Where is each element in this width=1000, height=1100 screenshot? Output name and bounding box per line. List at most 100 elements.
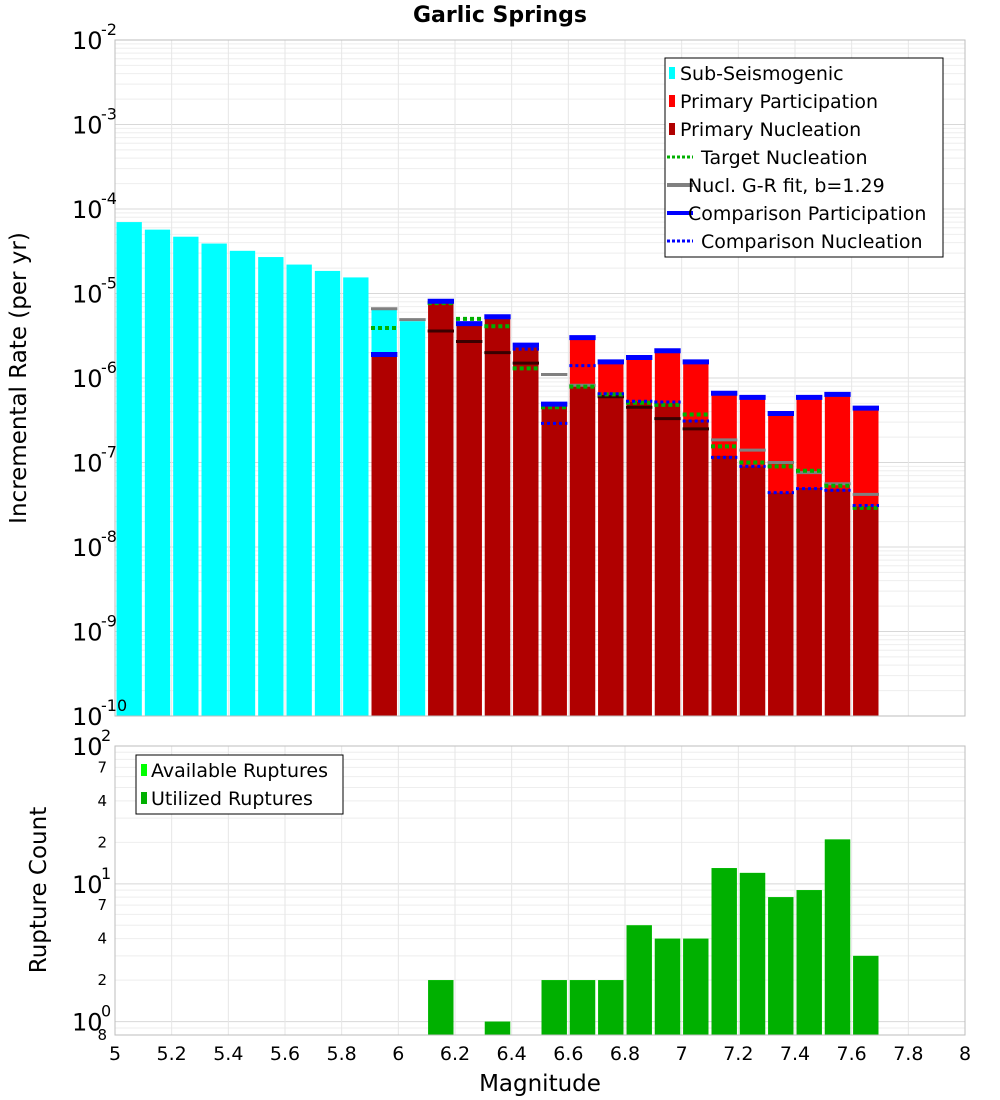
count-y-tick-label: 10 (72, 1009, 103, 1037)
x-axis-label: Magnitude (479, 1071, 601, 1097)
utilized-ruptures-bar (654, 938, 681, 1035)
count-y-minor-tick-label: 4 (97, 930, 107, 948)
rate-legend-entry: Primary Participation (669, 91, 878, 113)
x-tick-label: 5.4 (213, 1043, 243, 1065)
utilized-ruptures-bar (626, 925, 652, 1035)
rate-legend-entry: Nucl. G-R fit, b=1.29 (667, 175, 885, 197)
x-tick-label: 5.6 (270, 1043, 300, 1065)
count-y-minor-tick-label: 2 (97, 971, 107, 989)
utilized-ruptures-bar (569, 980, 596, 1035)
x-tick-label: 5.8 (327, 1043, 357, 1065)
x-tick-label: 5 (109, 1043, 121, 1065)
primary-nucleation-bar (654, 403, 681, 716)
rate-legend-box (664, 57, 944, 258)
rate-legend-entry: Primary Nucleation (669, 119, 861, 141)
rate-y-tick-exponent: -8 (101, 527, 117, 546)
utilized-ruptures-bar (683, 938, 709, 1035)
count-y-minor-tick-label: 7 (97, 896, 107, 914)
primary-nucleation-bar (683, 419, 709, 716)
legend-swatch-icon (669, 67, 675, 79)
x-tick-label: 6.8 (610, 1043, 640, 1065)
primary-nucleation-bar (626, 401, 652, 716)
legend-swatch-icon (141, 792, 147, 804)
x-tick-label: 6 (392, 1043, 404, 1065)
x-tick-label: 7.4 (780, 1043, 810, 1065)
x-tick-labels: 5 5.2 5.4 5.6 5.8 6 6.2 6.4 6.6 6.8 7 7.2 7.4 7.6 7.8 8 (109, 1043, 971, 1065)
utilized-ruptures-bar (711, 868, 737, 1035)
primary-nucleation-bar (768, 492, 794, 716)
utilized-ruptures-bar (739, 872, 766, 1035)
sub-seismogenic-bar (286, 264, 312, 716)
rate-y-tick-exponent: -6 (101, 358, 117, 377)
sub-seismogenic-bar (314, 270, 341, 716)
rate-y-tick-label: 10 (72, 112, 103, 140)
count-y-minor-tick-label: 4 (97, 792, 107, 810)
sub-seismogenic-bar (116, 222, 142, 716)
count-legend-label: Utilized Ruptures (151, 788, 313, 810)
rate-legend-label: Target Nucleation (700, 147, 868, 169)
primary-nucleation-bar (796, 487, 822, 716)
rate-y-tick-exponent: -10 (101, 696, 127, 715)
rate-legend-label: Comparison Nucleation (701, 231, 923, 253)
rate-legend-label: Comparison Participation (688, 203, 926, 225)
sub-seismogenic-bar (343, 277, 369, 716)
rate-legend-entry: Target Nucleation (667, 147, 868, 169)
count-y-minor-tick-label: 8 (97, 1026, 107, 1044)
rate-y-tick-label: 10 (72, 619, 103, 647)
utilized-ruptures-bar (853, 955, 879, 1035)
x-tick-label: 7.2 (723, 1043, 753, 1065)
rate-y-tick-exponent: -7 (101, 443, 117, 462)
utilized-ruptures-bar (796, 890, 822, 1035)
rate-y-tick-exponent: -3 (101, 105, 117, 124)
sub-seismogenic-bar (258, 257, 284, 716)
count-y-tick-exponent: 2 (101, 726, 111, 745)
primary-nucleation-bar (456, 324, 482, 716)
count-legend-label: Available Ruptures (151, 760, 328, 782)
rate-y-tick-exponent: -4 (101, 189, 117, 208)
primary-nucleation-bar (598, 394, 624, 716)
primary-nucleation-bar (484, 318, 511, 716)
x-tick-label: 6.2 (440, 1043, 470, 1065)
rate-line-marks (371, 298, 879, 510)
utilized-ruptures-bar (428, 980, 454, 1035)
legend-swatch-icon (669, 95, 675, 107)
rate-y-tick-exponent: -2 (101, 20, 117, 39)
rate-y-tick-label: 10 (72, 534, 103, 562)
rate-legend-label: Sub-Seismogenic (680, 63, 844, 85)
count-y-tick-exponent: 1 (101, 864, 111, 883)
x-tick-label: 6.6 (553, 1043, 583, 1065)
count-plot-border (114, 745, 966, 1036)
rate-y-tick-exponent: -9 (101, 612, 117, 631)
x-tick-label: 7.6 (837, 1043, 867, 1065)
count-bars (428, 839, 879, 1035)
primary-nucleation-bar (428, 301, 454, 716)
utilized-ruptures-bar (598, 980, 624, 1035)
chart-title: Garlic Springs (413, 3, 587, 28)
sub-seismogenic-bar (201, 243, 227, 716)
rate-y-axis-label: Incremental Rate (per yr) (6, 232, 32, 524)
rate-y-tick-label: 10 (72, 27, 103, 55)
count-y-tick-label: 10 (72, 733, 103, 761)
primary-nucleation-bar (739, 466, 766, 716)
rate-y-tick-exponent: -5 (101, 274, 117, 293)
x-tick-label: 7.8 (893, 1043, 923, 1065)
count-y-axis-label: Rupture Count (26, 807, 52, 973)
count-y-tick-exponent: 0 (101, 1002, 111, 1021)
rate-legend-label: Primary Nucleation (680, 119, 861, 141)
primary-nucleation-bar (569, 386, 596, 716)
legend-swatch-icon (669, 123, 675, 135)
rate-bars (116, 222, 879, 716)
utilized-ruptures-bar (824, 839, 851, 1035)
primary-nucleation-bar (853, 506, 879, 716)
rate-y-tick-label: 10 (72, 365, 103, 393)
sub-seismogenic-bar (229, 250, 256, 716)
rate-plot-border (114, 39, 966, 717)
x-tick-label: 5.2 (157, 1043, 187, 1065)
rate-legend-label: Primary Participation (680, 91, 878, 113)
count-legend-box (135, 754, 344, 815)
rate-y-tick-label: 10 (72, 703, 103, 731)
rate-y-tick-label: 10 (72, 450, 103, 478)
x-tick-label: 8 (959, 1043, 971, 1065)
